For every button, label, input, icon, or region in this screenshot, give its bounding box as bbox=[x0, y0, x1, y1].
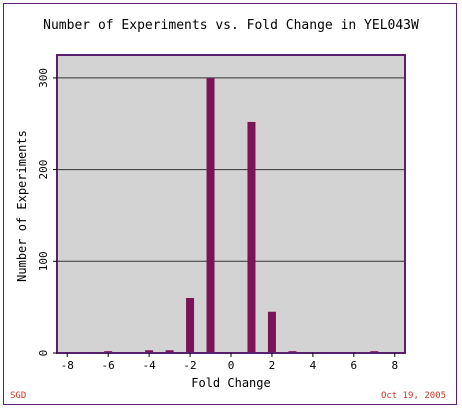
plot-area bbox=[57, 55, 405, 353]
bar bbox=[145, 350, 154, 353]
bar bbox=[267, 311, 276, 353]
x-tick-label: -6 bbox=[102, 359, 115, 372]
y-tick-label: 100 bbox=[37, 251, 50, 271]
date-label: Oct 19, 2005 bbox=[380, 391, 446, 401]
x-tick-label: 6 bbox=[351, 359, 358, 372]
source-label: SGD bbox=[10, 391, 27, 401]
bar bbox=[206, 77, 215, 353]
x-axis-label: Fold Change bbox=[191, 376, 271, 390]
chart-title: Number of Experiments vs. Fold Change in… bbox=[43, 18, 419, 33]
y-tick-label: 0 bbox=[37, 350, 50, 357]
x-tick-label: 0 bbox=[228, 359, 235, 372]
x-tick-label: -8 bbox=[61, 359, 74, 372]
bar bbox=[247, 121, 256, 353]
x-tick-label: 2 bbox=[269, 359, 276, 372]
y-tick-label: 300 bbox=[37, 68, 50, 88]
bar bbox=[165, 350, 174, 353]
x-tick-label: 4 bbox=[310, 359, 317, 372]
bar bbox=[186, 297, 195, 353]
x-tick-label: -4 bbox=[142, 359, 156, 372]
x-tick-label: 8 bbox=[391, 359, 398, 372]
x-tick-label: -2 bbox=[183, 359, 196, 372]
y-tick-label: 200 bbox=[37, 160, 50, 180]
